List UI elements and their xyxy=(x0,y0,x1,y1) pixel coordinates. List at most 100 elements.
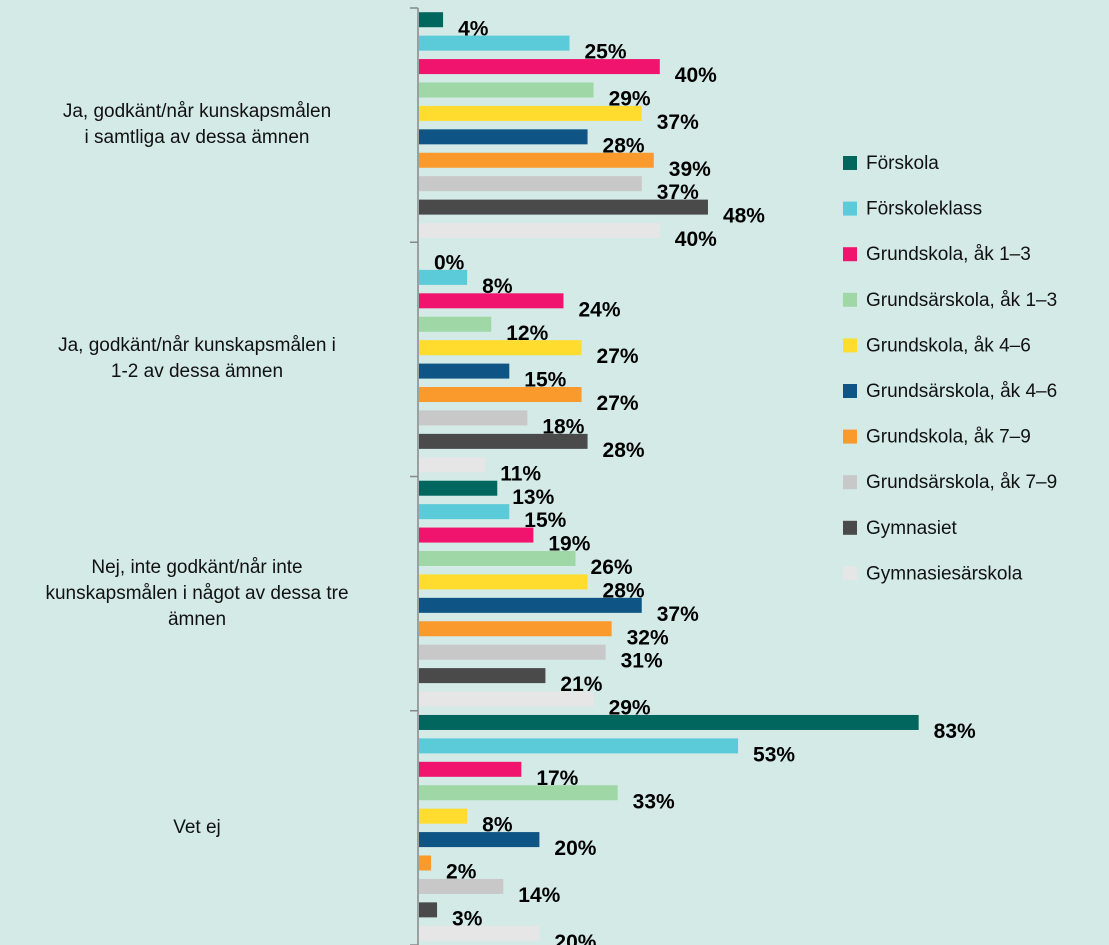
bar xyxy=(419,480,498,496)
bar xyxy=(419,668,546,684)
value-label: 39% xyxy=(669,158,711,181)
bar xyxy=(419,387,582,403)
bar xyxy=(419,269,468,285)
legend-label: Grundskola, åk 7–9 xyxy=(866,427,1031,448)
value-label: 32% xyxy=(627,626,669,649)
value-label: 8% xyxy=(482,814,513,837)
legend-label: Grundsärskola, åk 1–3 xyxy=(866,290,1057,311)
value-label: 20% xyxy=(554,931,596,945)
value-label: 8% xyxy=(482,275,513,298)
legend-label: Förskola xyxy=(866,153,939,174)
legend-swatch xyxy=(843,156,857,170)
legend-label: Gymnasiesärskola xyxy=(866,563,1023,584)
legend-swatch xyxy=(843,520,857,535)
bar xyxy=(419,574,588,590)
bar xyxy=(419,59,660,75)
category-label: Ja, godkänt/når kunskapsmålen i samtliga… xyxy=(62,101,332,149)
legend-swatch xyxy=(843,247,857,262)
value-label: 83% xyxy=(934,720,976,743)
value-label: 37% xyxy=(657,603,699,626)
value-label: 11% xyxy=(500,462,541,485)
bar xyxy=(419,785,618,801)
bar xyxy=(419,223,660,239)
bar xyxy=(419,199,708,215)
legend-swatch xyxy=(843,201,857,216)
bar xyxy=(419,714,919,730)
bar xyxy=(419,527,534,543)
bar xyxy=(419,12,444,28)
value-label: 19% xyxy=(548,533,590,556)
value-label: 24% xyxy=(578,298,620,321)
value-label: 28% xyxy=(603,134,645,157)
value-label: 21% xyxy=(560,673,602,696)
bar xyxy=(419,597,642,613)
bar xyxy=(419,316,492,332)
legend-swatch xyxy=(843,429,857,444)
bar xyxy=(419,433,588,449)
legend-label: Grundskola, åk 1–3 xyxy=(866,244,1031,265)
legend-swatch xyxy=(843,475,857,490)
value-label: 26% xyxy=(591,556,633,579)
bar xyxy=(419,878,504,894)
bar xyxy=(419,761,522,777)
value-label: 40% xyxy=(675,64,717,87)
value-label: 31% xyxy=(621,650,663,673)
legend-label: Förskoleklass xyxy=(866,199,982,220)
value-label: 48% xyxy=(723,205,765,228)
value-label: 4% xyxy=(458,17,489,40)
bar xyxy=(419,410,528,426)
value-label: 12% xyxy=(506,322,548,345)
legend-swatch xyxy=(843,384,857,398)
value-label: 15% xyxy=(524,369,566,392)
legend-label: Grundskola, åk 4–6 xyxy=(866,335,1031,356)
value-label: 53% xyxy=(753,743,795,766)
value-label: 37% xyxy=(657,181,699,204)
value-label: 29% xyxy=(609,88,651,111)
legend-swatch xyxy=(843,292,857,307)
bar xyxy=(419,152,654,168)
value-label: 25% xyxy=(585,41,627,64)
value-label: 28% xyxy=(603,579,645,602)
legend-label: Gymnasiet xyxy=(866,518,958,539)
legend-swatch xyxy=(843,566,857,581)
bar xyxy=(419,644,606,660)
bar xyxy=(419,82,594,98)
value-label: 0% xyxy=(434,252,465,275)
value-label: 40% xyxy=(675,228,717,251)
bar xyxy=(419,504,510,520)
bar xyxy=(419,457,486,473)
bar xyxy=(419,129,588,145)
bar xyxy=(419,808,468,824)
value-label: 28% xyxy=(603,439,645,462)
bar xyxy=(419,35,570,51)
value-label: 2% xyxy=(446,861,477,884)
value-label: 27% xyxy=(597,392,639,415)
value-label: 20% xyxy=(554,837,596,860)
bar xyxy=(419,550,576,566)
bar xyxy=(419,738,739,754)
value-label: 13% xyxy=(512,486,554,509)
value-label: 37% xyxy=(657,111,699,134)
bar xyxy=(419,105,642,121)
legend-label: Grundsärskola, åk 7–9 xyxy=(866,472,1057,493)
value-label: 27% xyxy=(597,345,639,368)
category-label: Nej, inte godkänt/når inte kunskapsmålen… xyxy=(45,556,349,630)
bar xyxy=(419,621,612,637)
value-label: 33% xyxy=(633,790,675,813)
bar xyxy=(419,832,540,848)
value-label: 17% xyxy=(536,767,578,790)
bar xyxy=(419,293,564,309)
bar xyxy=(419,363,510,379)
bar xyxy=(419,340,582,356)
bar xyxy=(419,691,594,707)
value-label: 14% xyxy=(518,884,560,907)
bar xyxy=(419,855,432,871)
category-label: Vet ej xyxy=(173,816,221,838)
legend-swatch xyxy=(843,338,857,353)
legend-label: Grundsärskola, åk 4–6 xyxy=(866,381,1057,402)
category-label: Ja, godkänt/når kunskapsmålen i 1-2 av d… xyxy=(58,335,336,383)
bar xyxy=(419,925,540,941)
value-label: 3% xyxy=(452,907,483,930)
